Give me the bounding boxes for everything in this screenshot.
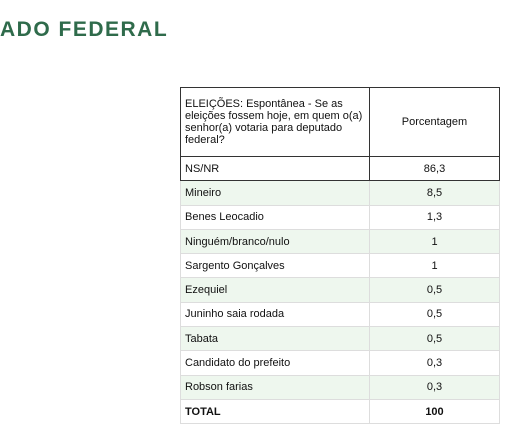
row-value: 0,5 (369, 277, 500, 303)
row-value: 1 (369, 253, 500, 279)
row-value: 1,3 (369, 204, 500, 230)
table-row: TOTAL 100 (180, 398, 500, 425)
row-label: Ezequiel (180, 277, 370, 303)
row-value: 86,3 (369, 155, 500, 182)
row-label: Tabata (180, 326, 370, 352)
row-label: Mineiro (180, 180, 370, 206)
table-row: Benes Leocadio 1,3 (180, 204, 500, 230)
column-header: Porcentagem (369, 87, 500, 157)
row-value: 8,5 (369, 180, 500, 206)
row-label: Candidato do prefeito (180, 350, 370, 376)
header-row: ELEIÇÕES: Espontânea - Se as eleições fo… (180, 87, 500, 157)
row-value: 100 (369, 398, 500, 425)
row-label: Juninho saia rodada (180, 301, 370, 328)
results-table: ELEIÇÕES: Espontânea - Se as eleições fo… (180, 87, 500, 425)
row-label: Sargento Gonçalves (180, 253, 370, 279)
table-row: Tabata 0,5 (180, 326, 500, 352)
column-header: ELEIÇÕES: Espontânea - Se as eleições fo… (180, 87, 370, 157)
row-value: 0,5 (369, 301, 500, 328)
table-row: Ninguém/branco/nulo 1 (180, 228, 500, 255)
table-row: Mineiro 8,5 (180, 180, 500, 206)
row-value: 0,5 (369, 326, 500, 352)
page-title: ADO FEDERAL (0, 18, 169, 41)
row-value: 1 (369, 228, 500, 255)
table-row: Robson farias 0,3 (180, 374, 500, 400)
table-row: Candidato do prefeito 0,3 (180, 350, 500, 376)
row-value: 0,3 (369, 374, 500, 400)
row-label: TOTAL (180, 398, 370, 425)
table-row: Ezequiel 0,5 (180, 277, 500, 303)
row-label: Ninguém/branco/nulo (180, 228, 370, 255)
table-row: NS/NR 86,3 (180, 155, 500, 182)
row-value: 0,3 (369, 350, 500, 376)
table-body: NS/NR 86,3 Mineiro 8,5 Benes Leocadio 1,3 Ning… (180, 155, 500, 425)
row-label: Robson farias (180, 374, 370, 400)
row-label: Benes Leocadio (180, 204, 370, 230)
table-row: Sargento Gonçalves 1 (180, 253, 500, 279)
table-row: Juninho saia rodada 0,5 (180, 301, 500, 328)
row-label: NS/NR (180, 155, 370, 182)
